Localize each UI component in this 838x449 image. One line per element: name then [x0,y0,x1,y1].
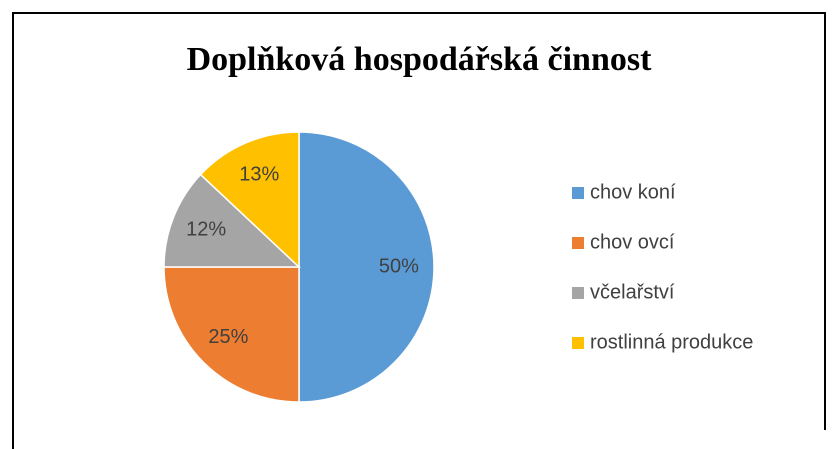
legend-label: chov ovcí [590,231,675,253]
legend-label: včelařství [590,281,675,303]
legend-swatch [572,337,584,349]
chart-border [12,12,826,449]
pie-slice [298,131,435,403]
data-label: 12% [186,219,226,241]
data-label: 50% [379,255,419,277]
pie-slice [163,173,301,268]
legend-label: rostlinná produkce [590,331,753,353]
pie-slice [199,131,300,269]
pie-slice [163,266,300,403]
legend-label: chov koní [590,181,676,203]
data-label: 13% [239,164,279,186]
legend-swatch [572,287,584,299]
data-label: 25% [208,326,248,348]
legend-swatch [572,237,584,249]
chart-title: Doplňková hospodářská činnost [187,41,653,78]
legend-swatch [572,187,584,199]
